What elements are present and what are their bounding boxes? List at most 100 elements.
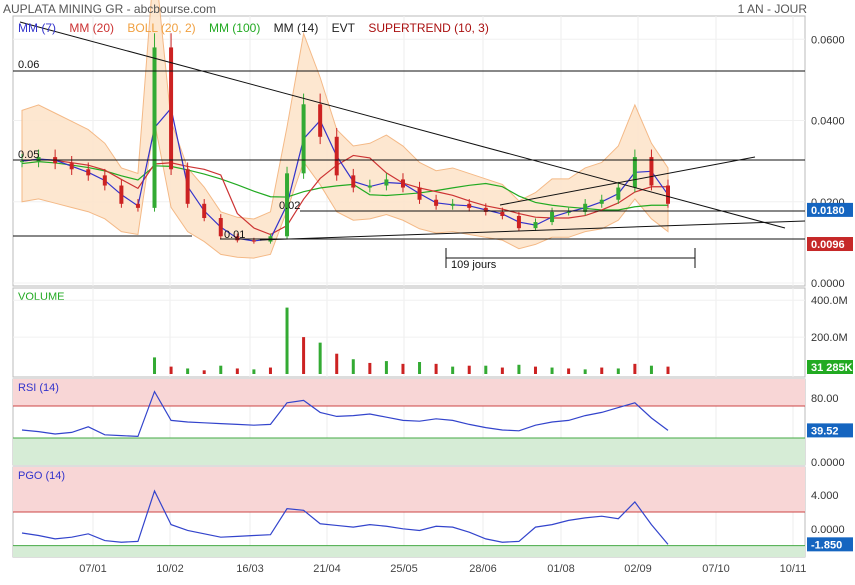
- volume-bar: [616, 368, 620, 374]
- duration-label: 109 jours: [451, 259, 497, 271]
- candle: [483, 207, 488, 212]
- volume-bar: [401, 363, 405, 374]
- candle: [632, 157, 637, 188]
- legend-mm100[interactable]: MM (100): [208, 21, 261, 35]
- overbought-zone: [13, 467, 805, 512]
- volume-bar: [202, 370, 206, 374]
- x-tick-label: 28/06: [469, 563, 497, 575]
- candle: [434, 199, 439, 206]
- indicator-line: [21, 489, 669, 545]
- legend-mm7[interactable]: MM (7): [18, 21, 56, 35]
- candle: [450, 203, 455, 206]
- volume-bar: [235, 368, 239, 374]
- overbought-zone: [13, 379, 805, 406]
- y-tick-label: 4.000: [811, 490, 839, 502]
- y-tick-label: 0.0000: [811, 278, 845, 290]
- x-tick-label: 07/10: [702, 563, 730, 575]
- level-label-005: 0.05: [18, 149, 39, 161]
- panel-frame-1: [12, 287, 806, 378]
- legend-supertrend[interactable]: SUPERTREND (10, 3): [368, 21, 489, 35]
- candle: [152, 47, 157, 208]
- y-tick-label: 400.0M: [811, 295, 848, 307]
- mm100-line: [21, 160, 668, 211]
- volume-bar: [302, 337, 306, 374]
- x-tick-label: 07/01: [79, 563, 107, 575]
- indicator-title: RSI (14): [18, 382, 59, 394]
- x-tick-label: 02/09: [624, 563, 652, 575]
- candle: [351, 175, 356, 188]
- x-tick-label: 16/03: [236, 563, 264, 575]
- candle: [417, 187, 422, 200]
- volume-bar: [153, 357, 157, 374]
- volume-bar: [318, 342, 322, 374]
- candle: [86, 169, 91, 176]
- candle: [69, 163, 74, 170]
- candle: [467, 203, 472, 208]
- trend-line-up: [499, 156, 756, 206]
- price-badge-0-bg: [807, 202, 853, 217]
- bollinger-band: [21, 0, 669, 259]
- candle: [135, 203, 140, 208]
- volume-bar: [252, 369, 256, 374]
- candle: [599, 199, 604, 204]
- indicator-badge: -1.850: [811, 539, 842, 551]
- price-badge-0: 0.0180: [811, 205, 845, 217]
- candle: [218, 218, 223, 237]
- x-tick-label: 01/08: [547, 563, 575, 575]
- volume-bar: [666, 366, 670, 374]
- legend-boll[interactable]: BOLL (20, 2): [127, 21, 196, 35]
- legend-mm20[interactable]: MM (20): [69, 21, 115, 35]
- chart-title: AUPLATA MINING GR - abcbourse.com: [3, 2, 216, 16]
- candle: [533, 222, 538, 229]
- y-tick-label: 80.00: [811, 393, 839, 405]
- volume-bar: [467, 365, 471, 374]
- candle: [36, 157, 41, 162]
- period-label[interactable]: 1 AN - JOUR: [737, 2, 807, 16]
- candle: [202, 203, 207, 219]
- candle: [516, 215, 521, 229]
- y-tick-label: 0.0400: [811, 116, 845, 128]
- candle: [500, 211, 505, 216]
- volume-bar: [335, 353, 339, 374]
- volume-bar: [451, 366, 455, 374]
- trend-line-support: [259, 220, 806, 241]
- candle: [616, 187, 621, 200]
- candle: [251, 240, 256, 242]
- volume-bar: [633, 363, 637, 374]
- y-tick-label: 0.0600: [811, 34, 845, 46]
- y-tick-label: 200.0M: [811, 332, 848, 344]
- candle: [20, 161, 24, 163]
- volume-bar: [418, 362, 422, 374]
- volume-bar: [567, 368, 571, 374]
- price-badge-1: 0.0096: [811, 239, 845, 251]
- level-label-001: 0.01: [224, 229, 245, 241]
- volume-bar: [550, 367, 554, 374]
- volume-bar: [285, 307, 289, 374]
- volume-bar: [484, 365, 488, 374]
- indicator-title: PGO (14): [18, 470, 65, 482]
- volume-bar: [517, 364, 521, 374]
- indicator-line: [21, 390, 669, 438]
- legend-mm14[interactable]: MM (14): [273, 21, 319, 35]
- candle: [169, 47, 174, 170]
- volume-badge-bg: [807, 360, 853, 374]
- candle: [400, 179, 405, 188]
- candle: [649, 157, 654, 186]
- candle: [583, 203, 588, 212]
- candle: [301, 104, 306, 174]
- x-tick-label: 10/02: [156, 563, 184, 575]
- volume-bar: [434, 363, 438, 374]
- x-tick-label: 25/05: [390, 563, 418, 575]
- volume-bar: [500, 367, 504, 374]
- panel-frame-0: [12, 15, 806, 287]
- volume-bar: [533, 366, 537, 374]
- x-tick-label: 21/04: [313, 563, 341, 575]
- y-tick-label: 0.0000: [811, 524, 845, 536]
- legend-evt[interactable]: EVT: [331, 21, 356, 35]
- trend-line-down: [19, 21, 786, 229]
- x-tick-label: 10/11: [780, 563, 807, 575]
- volume-bar: [219, 365, 223, 374]
- mm7-line: [21, 107, 669, 242]
- candle: [550, 211, 555, 223]
